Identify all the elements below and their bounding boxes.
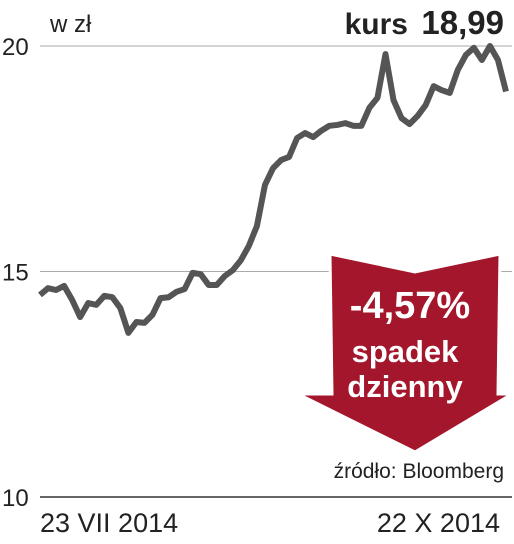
y-tick-label: 10 xyxy=(2,485,29,512)
badge: -4,57% spadek dzienny xyxy=(297,252,514,454)
chart-title: kurs xyxy=(345,8,408,41)
badge-text: spadek xyxy=(352,334,460,369)
source: źródło: Bloomberg xyxy=(334,460,504,483)
badge-text: dzienny xyxy=(347,369,463,404)
price-line xyxy=(38,43,509,336)
y-tick-label: 20 xyxy=(2,34,29,61)
x-tick-label: 22 X 2014 xyxy=(377,508,500,538)
y-tick-label: 15 xyxy=(2,260,29,287)
y-axis-label: w zł xyxy=(49,11,92,38)
badge-change: -4,57% xyxy=(350,285,470,327)
x-tick-label: 23 VII 2014 xyxy=(40,508,178,538)
badge-arrow xyxy=(297,252,514,454)
value-label: 18,99 xyxy=(421,4,504,41)
